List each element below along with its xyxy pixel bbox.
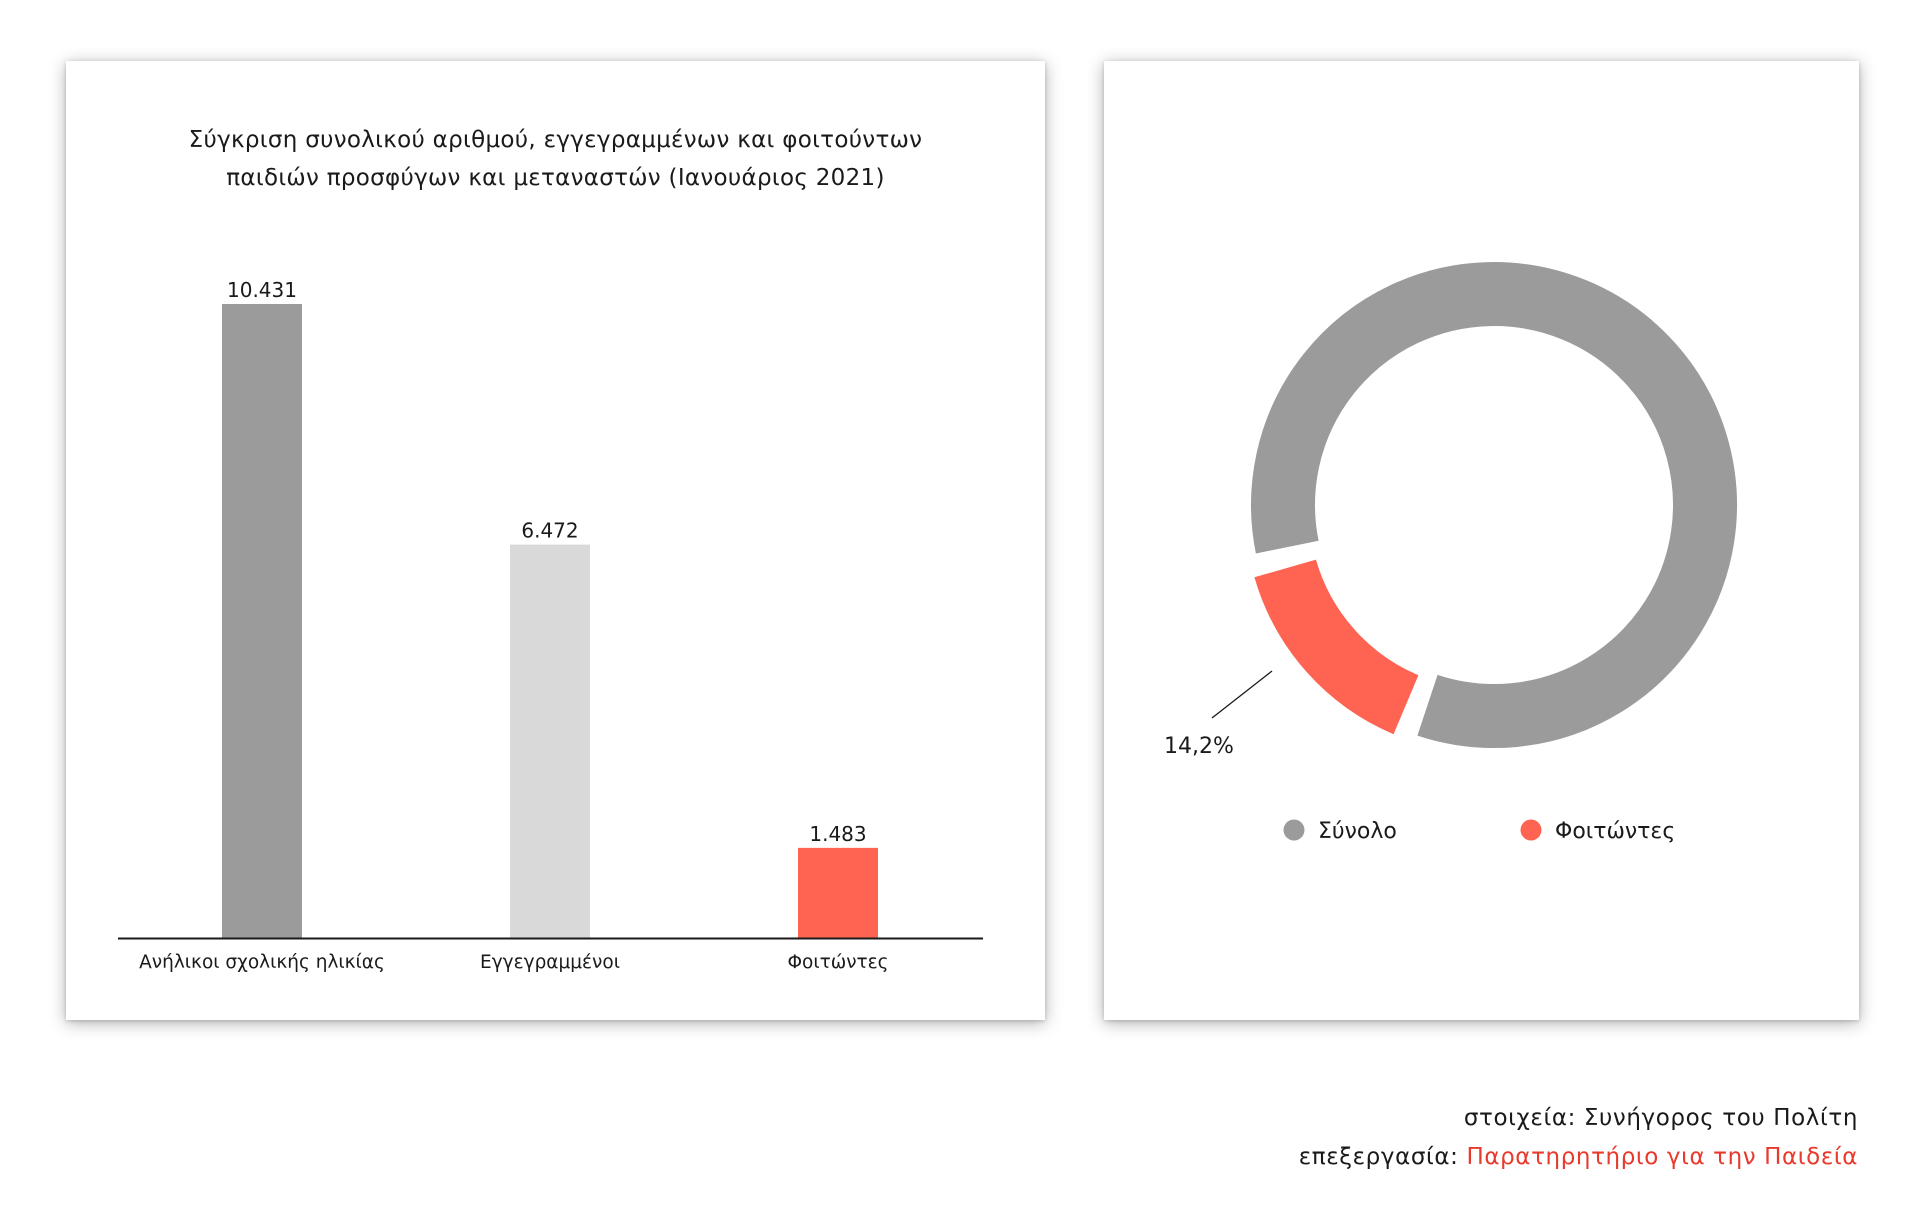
bar-chart-card: Σύγκριση συνολικού αριθμού, εγγεγραμμένω…: [66, 61, 1045, 1020]
bar-2: [510, 544, 590, 938]
chart-title-line-1: Σύγκριση συνολικού αριθμού, εγγεγραμμένω…: [188, 127, 923, 153]
category-label-1: Ανήλικοι σχολικής ηλικίας: [139, 952, 385, 973]
donut-slice-1: [1251, 262, 1737, 748]
chart-title: Σύγκριση συνολικού αριθμού, εγγεγραμμένω…: [66, 121, 1045, 197]
legend-label-1: Σύνολο: [1318, 819, 1397, 844]
data-source-credit: στοιχεία: Συνήγορος του Πολίτη: [1463, 1105, 1858, 1131]
bar-value-label-1: 10.431: [227, 278, 297, 302]
legend-label-2: Φοιτώντες: [1555, 819, 1675, 844]
processing-credit: επεξεργασία: Παρατηρητήριο για την Παιδε…: [1299, 1144, 1858, 1170]
processing-source: Παρατηρητήριο για την Παιδεία: [1466, 1144, 1858, 1170]
processing-prefix: επεξεργασία:: [1298, 1144, 1459, 1170]
donut-slice-2-group: [1254, 558, 1420, 735]
donut-chart-card: 14,2% Σύνολο Φοιτώντες: [1104, 61, 1859, 1020]
category-label-3: Φοιτώντες: [787, 952, 888, 973]
bar-chart: 10.431 Ανήλικοι σχολικής ηλικίας 6.472 Εγγε…: [118, 278, 983, 973]
legend-swatch-2: [1520, 819, 1542, 841]
chart-title-line-2: παιδιών προσφύγων και μεταναστών (Ιανουά…: [226, 165, 885, 191]
bar-1: [222, 304, 302, 938]
donut-chart: 14,2% Σύνολο Φοιτώντες: [1164, 262, 1737, 844]
bar-value-label-2: 6.472: [521, 519, 578, 543]
slice-percent-annotation: 14,2%: [1164, 734, 1234, 759]
category-label-2: Εγγεγραμμένοι: [480, 952, 620, 973]
annotation-leader-line: [1211, 670, 1273, 719]
donut-slice-2: [1254, 558, 1420, 735]
legend-swatch-1: [1283, 819, 1305, 841]
bar-value-label-3: 1.483: [809, 822, 866, 846]
bar-3: [798, 847, 878, 938]
